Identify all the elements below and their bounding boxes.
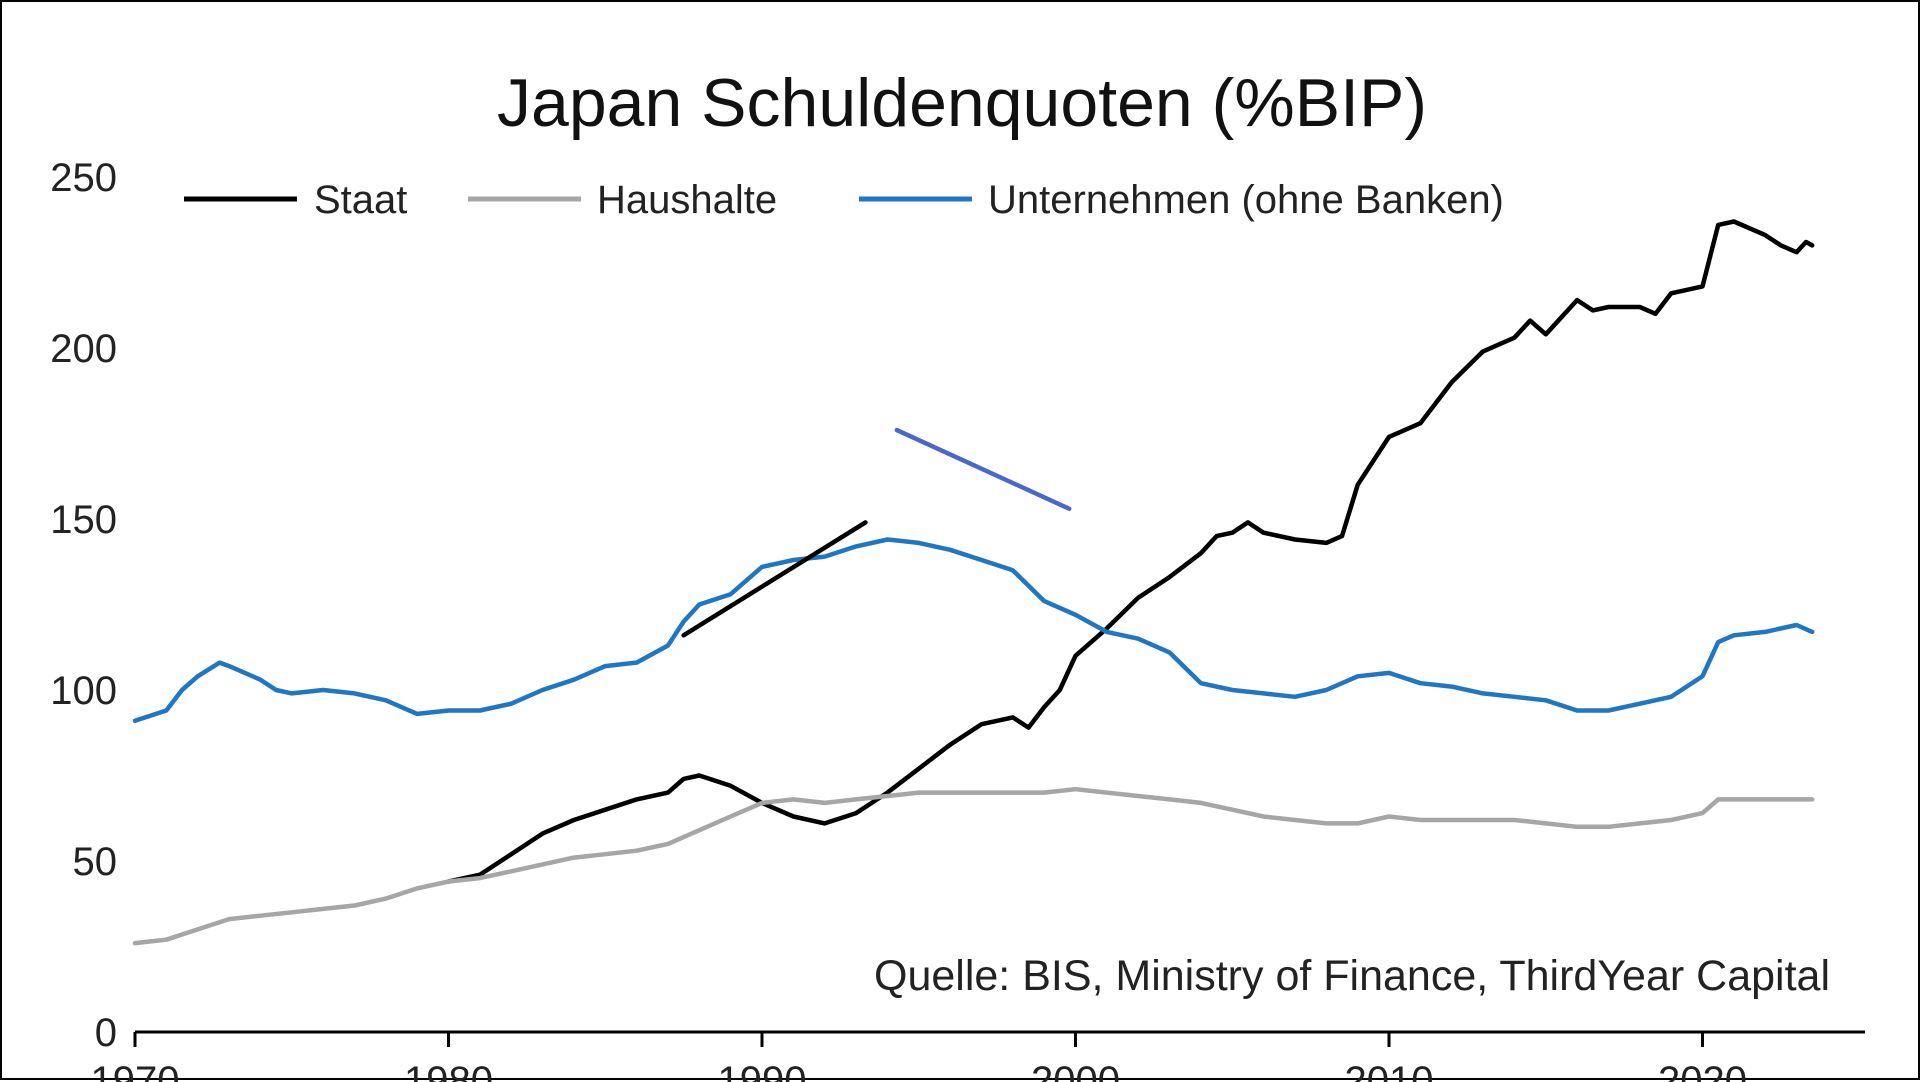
chart-title: Japan Schuldenquoten (%BIP) (497, 65, 1427, 141)
legend: Staat Haushalte Unternehmen (ohne Banken) (184, 178, 1504, 222)
x-tick-label: 1990 (718, 1059, 807, 1082)
source-note: Quelle: BIS, Ministry of Finance, ThirdY… (874, 952, 1830, 1000)
legend-label: Haushalte (597, 178, 777, 222)
legend-label: Staat (314, 178, 407, 222)
x-tick-label: 1980 (404, 1059, 493, 1082)
series-line-staat (446, 219, 1815, 884)
y-tick-label: 50 (73, 840, 118, 884)
x-tick-label: 2020 (1658, 1059, 1747, 1082)
annotation-trend-line (894, 427, 1072, 511)
y-tick-label: 100 (50, 669, 117, 713)
series-lines (132, 219, 1815, 946)
annotation-trend-line (681, 520, 868, 638)
annotations (681, 427, 1072, 638)
series-line-haushalte (132, 786, 1815, 946)
x-tick-label: 1970 (91, 1059, 180, 1082)
x-axis: 1970 1980 1990 2000 2010 2020 (91, 1030, 1865, 1082)
x-tick-label: 2010 (1345, 1059, 1434, 1082)
x-tick-label: 2000 (1031, 1059, 1120, 1082)
y-tick-label: 200 (50, 327, 117, 371)
legend-label: Unternehmen (ohne Banken) (988, 178, 1504, 222)
y-tick-label: 150 (50, 498, 117, 542)
y-axis: 0 50 100 150 200 250 (50, 156, 117, 1055)
y-tick-label: 250 (50, 156, 117, 200)
y-tick-label: 0 (95, 1011, 117, 1055)
series-line-unternehmen-ohne-banken (132, 537, 1815, 724)
